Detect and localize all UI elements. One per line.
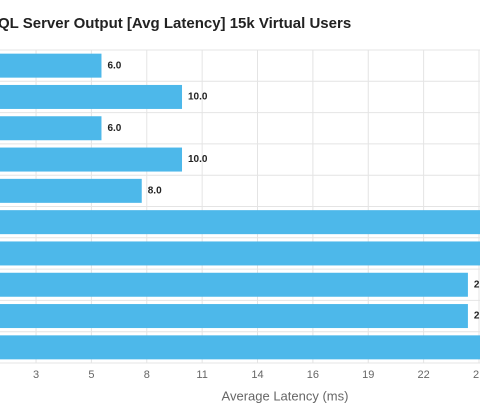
value-label: 10.0 [188, 154, 208, 165]
value-label: 8.0 [148, 185, 162, 196]
bar [0, 147, 183, 172]
x-tick-label: 16 [307, 369, 319, 381]
x-tick-label: 5 [88, 369, 94, 381]
bar [0, 53, 102, 78]
value-label: 2 [474, 311, 480, 322]
x-axis-title: Average Latency (ms) [222, 388, 349, 403]
x-tick-label: 22 [417, 369, 429, 381]
bar [0, 241, 480, 266]
bar [0, 84, 183, 109]
x-tick-label: 11 [196, 369, 207, 381]
value-label: 10.0 [188, 92, 208, 103]
value-label: 6.0 [107, 60, 121, 71]
value-label: 2 [474, 279, 480, 290]
bar [0, 178, 142, 203]
x-tick-label: 14 [251, 369, 263, 381]
bar [0, 304, 468, 329]
bar [0, 335, 480, 360]
x-tick-label: 19 [362, 369, 374, 381]
x-tick-label: 8 [144, 369, 150, 381]
x-tick-label: 2 [473, 369, 479, 381]
bar [0, 210, 480, 235]
bar [0, 116, 102, 141]
bar [0, 272, 468, 297]
value-label: 6.0 [107, 123, 121, 134]
chart-title: QL Server Output [Avg Latency] 15k Virtu… [0, 15, 351, 32]
x-tick-label: 3 [33, 369, 39, 381]
